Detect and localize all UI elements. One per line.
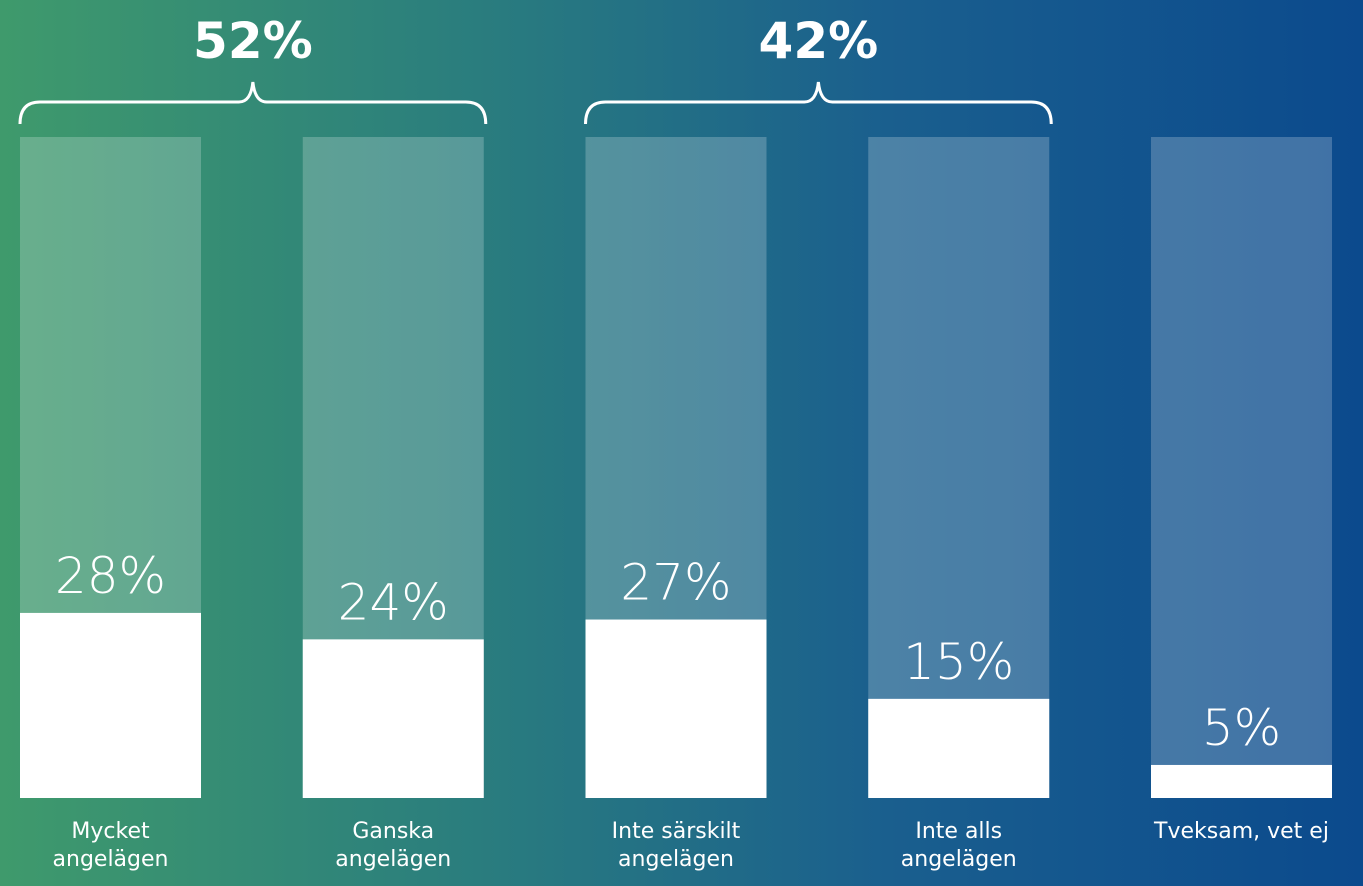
- category-label: Ganska angelägen: [335, 819, 452, 872]
- value-label: 15%: [903, 633, 1014, 691]
- bar: [20, 612, 201, 798]
- value-label: 27%: [620, 554, 731, 612]
- category-label: Inte alls angelägen: [900, 819, 1017, 872]
- category-label: Tveksam, vet ej: [1154, 819, 1329, 844]
- category-label: Inte särskilt angelägen: [611, 819, 741, 872]
- value-label: 24%: [338, 573, 449, 631]
- category-label: Mycket angelägen: [52, 819, 169, 872]
- value-label: 5%: [1202, 699, 1281, 757]
- bar: [1151, 764, 1332, 798]
- bar-track: [868, 137, 1050, 798]
- group-label: 52%: [193, 12, 313, 70]
- bar: [868, 698, 1050, 798]
- value-label: 28%: [55, 547, 166, 605]
- group-label: 42%: [759, 12, 879, 70]
- bar: [302, 639, 484, 798]
- group-bracket: [18, 81, 488, 125]
- bar-track: [1151, 137, 1332, 798]
- group-bracket: [584, 81, 1053, 125]
- bar: [585, 619, 767, 798]
